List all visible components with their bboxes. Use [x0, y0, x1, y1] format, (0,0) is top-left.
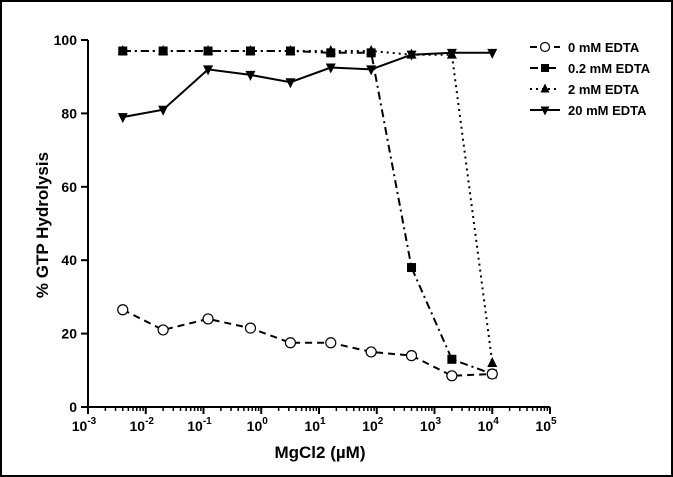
point-0-mm-edta — [284, 337, 297, 349]
point-0-2-mm-edta — [118, 46, 128, 56]
point-20-mm-edta — [203, 65, 214, 76]
point-0-2-mm-edta — [407, 263, 417, 273]
point-20-mm-edta — [325, 63, 336, 74]
axes — [87, 40, 550, 408]
point-0-mm-edta — [244, 322, 257, 334]
point-0-mm-edta — [325, 337, 337, 349]
x-ticks: 10-3 10-2 10-1 100 101 102 103 104 105 — [72, 407, 557, 434]
y-tick-label: 60 — [61, 179, 77, 195]
series-line-2-mm-edta — [122, 50, 494, 364]
legend-label-0-2-mm-edta: 0.2 mM EDTA — [568, 61, 651, 76]
point-0-2-mm-edta — [285, 46, 295, 56]
y-tick-label: 20 — [61, 326, 77, 342]
point-20-mm-edta — [117, 113, 128, 124]
point-2-mm-edta — [446, 48, 457, 59]
series-line-0-2-mm-edta — [122, 50, 493, 375]
legend: 0 mM EDTA 0.2 mM EDTA 2 mM EDTA 20 mM EDTA — [530, 40, 651, 118]
legend-marker-0-2-mm-edta — [541, 64, 549, 72]
point-0-mm-edta — [486, 368, 498, 380]
series-points — [117, 45, 498, 382]
point-20-mm-edta — [285, 78, 296, 89]
x-tick-label: 102 — [362, 416, 384, 434]
point-0-2-mm-edta — [366, 48, 376, 58]
y-tick-label: 40 — [61, 252, 77, 268]
x-tick-label: 104 — [478, 416, 500, 434]
legend-marker-2-mm-edta — [540, 83, 550, 93]
point-0-2-mm-edta — [203, 46, 213, 56]
legend-marker-20-mm-edta — [540, 106, 550, 116]
x-tick-label: 100 — [247, 416, 269, 434]
point-0-2-mm-edta — [447, 354, 457, 364]
point-0-2-mm-edta — [245, 46, 255, 56]
point-0-mm-edta — [446, 370, 458, 382]
y-tick-label: 80 — [61, 105, 77, 121]
series-lines — [122, 50, 494, 377]
point-20-mm-edta — [366, 65, 377, 76]
x-tick-label: 101 — [304, 416, 326, 434]
point-0-2-mm-edta — [326, 48, 336, 58]
legend-label-0-mm-edta: 0 mM EDTA — [568, 40, 640, 55]
x-tick-label: 10-3 — [72, 416, 97, 434]
point-20-mm-edta — [158, 105, 169, 116]
point-0-mm-edta — [365, 346, 377, 358]
point-0-2-mm-edta — [158, 46, 168, 56]
y-ticks: 0 20 40 60 80 100 — [54, 32, 88, 415]
x-tick-label: 105 — [535, 416, 557, 434]
legend-marker-0-mm-edta — [539, 41, 551, 53]
point-0-mm-edta — [117, 304, 129, 316]
x-axis-label: MgCl2 (µM) — [274, 443, 365, 462]
legend-label-2-mm-edta: 2 mM EDTA — [568, 82, 640, 97]
point-0-mm-edta — [157, 324, 169, 336]
x-tick-label: 10-2 — [130, 416, 155, 434]
series-line-0-mm-edta — [122, 308, 493, 377]
point-0-mm-edta — [202, 313, 214, 325]
x-tick-label: 103 — [420, 416, 442, 434]
point-2-mm-edta — [487, 356, 498, 367]
y-tick-label: 100 — [54, 32, 78, 48]
y-axis-label: % GTP Hydrolysis — [33, 152, 52, 298]
legend-label-20-mm-edta: 20 mM EDTA — [568, 103, 647, 118]
series-line-20-mm-edta — [122, 51, 493, 119]
point-0-mm-edta — [405, 350, 418, 362]
x-tick-label: 10-1 — [187, 416, 212, 434]
y-tick-label: 0 — [69, 399, 77, 415]
point-20-mm-edta — [245, 70, 256, 81]
point-20-mm-edta — [487, 48, 498, 59]
point-2-mm-edta — [406, 48, 417, 59]
